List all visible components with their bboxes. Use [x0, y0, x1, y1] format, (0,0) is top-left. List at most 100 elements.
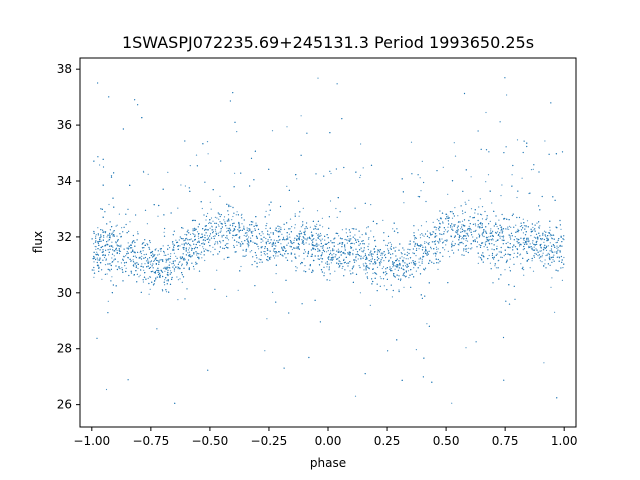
- data-point: [302, 223, 304, 225]
- data-point: [104, 264, 107, 266]
- data-point: [453, 215, 455, 217]
- data-point: [448, 223, 450, 225]
- data-point: [495, 267, 497, 269]
- data-point: [320, 234, 322, 236]
- data-point: [149, 276, 151, 278]
- data-point: [208, 222, 210, 224]
- data-point: [341, 118, 343, 120]
- data-point: [297, 243, 300, 245]
- data-point: [286, 185, 288, 187]
- data-point: [548, 257, 551, 259]
- data-point: [434, 243, 436, 245]
- data-point: [386, 273, 388, 275]
- data-point: [249, 228, 251, 230]
- data-point: [500, 195, 502, 197]
- data-point: [500, 251, 502, 254]
- data-point: [535, 253, 538, 255]
- data-point: [519, 244, 521, 246]
- data-point: [421, 262, 423, 264]
- data-point: [538, 171, 540, 173]
- data-point: [556, 256, 559, 258]
- data-point: [470, 176, 472, 178]
- data-point: [193, 252, 195, 254]
- data-point: [337, 232, 339, 235]
- data-point: [333, 253, 335, 255]
- data-point: [339, 263, 341, 265]
- data-point: [378, 258, 380, 260]
- data-point: [561, 261, 563, 263]
- data-point: [316, 243, 318, 245]
- data-point: [226, 295, 228, 297]
- data-point: [323, 250, 326, 253]
- data-point: [405, 275, 407, 277]
- data-point: [226, 235, 228, 237]
- data-point: [422, 234, 424, 236]
- data-point: [549, 229, 551, 231]
- data-point: [252, 256, 254, 258]
- data-point: [399, 264, 401, 267]
- data-point: [167, 259, 169, 261]
- data-point: [363, 247, 365, 249]
- data-point: [521, 225, 523, 227]
- data-point: [194, 227, 196, 229]
- data-point: [436, 235, 438, 237]
- data-point: [251, 232, 253, 234]
- data-point: [432, 231, 434, 233]
- data-point: [365, 256, 368, 258]
- data-point: [130, 272, 133, 274]
- data-point: [169, 270, 172, 272]
- data-point: [476, 237, 478, 239]
- data-point: [553, 238, 555, 240]
- data-point: [134, 262, 136, 264]
- data-point: [181, 257, 183, 259]
- data-point: [559, 250, 561, 252]
- data-point: [261, 261, 263, 263]
- data-point: [111, 253, 114, 255]
- data-point: [127, 248, 129, 250]
- data-point: [431, 233, 433, 235]
- data-point: [156, 259, 158, 261]
- data-point: [341, 242, 343, 244]
- data-point: [397, 269, 399, 271]
- data-point: [427, 243, 429, 245]
- data-point: [247, 240, 249, 242]
- data-point: [99, 240, 101, 242]
- data-point: [500, 230, 502, 232]
- data-point: [214, 216, 216, 218]
- data-point: [129, 221, 131, 223]
- data-point: [113, 206, 115, 208]
- data-point: [370, 230, 372, 232]
- data-point: [323, 272, 325, 274]
- data-point: [261, 246, 263, 248]
- data-point: [491, 243, 493, 245]
- data-point: [543, 241, 545, 243]
- data-point: [236, 244, 238, 246]
- data-point: [212, 235, 214, 238]
- data-point: [299, 235, 301, 237]
- data-point: [181, 243, 183, 245]
- data-point: [195, 263, 197, 265]
- data-point: [481, 233, 483, 235]
- data-point: [238, 241, 240, 244]
- data-point: [288, 228, 290, 230]
- data-point: [296, 235, 298, 237]
- data-point: [392, 266, 394, 268]
- data-point: [445, 213, 448, 215]
- data-point: [128, 274, 130, 277]
- data-point: [456, 232, 458, 234]
- data-point: [312, 238, 314, 241]
- data-point: [474, 223, 476, 225]
- data-point: [272, 243, 274, 245]
- data-point: [118, 252, 121, 255]
- data-point: [185, 242, 187, 244]
- data-point: [435, 258, 437, 260]
- data-point: [550, 102, 552, 104]
- data-point: [499, 237, 501, 239]
- data-point: [383, 254, 386, 257]
- data-point: [508, 225, 511, 227]
- data-point: [551, 261, 553, 263]
- data-point: [233, 186, 235, 188]
- data-point: [439, 239, 441, 241]
- data-point: [563, 256, 565, 259]
- data-point: [441, 233, 443, 236]
